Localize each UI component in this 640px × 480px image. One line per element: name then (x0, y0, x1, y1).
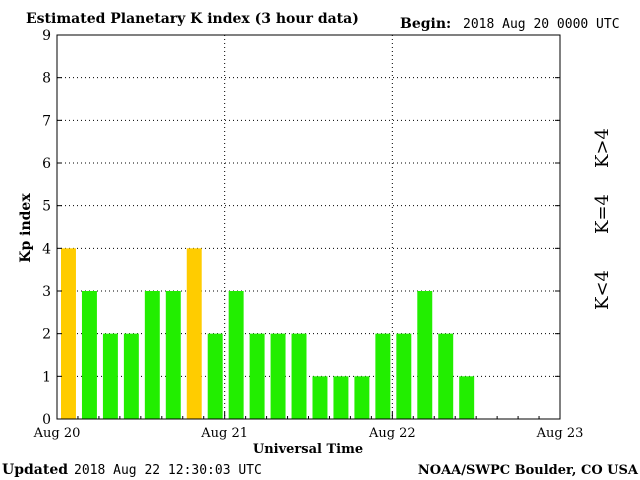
y-tick-label: 8 (42, 71, 51, 87)
begin-value: 2018 Aug 20 0000 UTC (463, 17, 620, 32)
kp-bar (417, 291, 433, 419)
kp-bar (438, 333, 454, 419)
kp-bar (207, 333, 223, 419)
y-tick-label: 1 (42, 369, 51, 385)
y-tick-label: 6 (42, 156, 51, 172)
kp-bar (375, 333, 391, 419)
kp-bar (249, 333, 265, 419)
kp-bar (144, 291, 160, 419)
kp-bar (102, 333, 118, 419)
x-tick-label: Aug 20 (33, 426, 81, 441)
kp-bar (291, 333, 307, 419)
kp-bar (186, 248, 202, 419)
kp-bar (123, 333, 139, 419)
updated-label: Updated (2, 462, 68, 478)
legend-k-equal-4: K=4 (592, 194, 613, 234)
y-tick-label: 7 (42, 113, 51, 129)
x-tick-label: Aug 22 (368, 426, 416, 441)
kp-bar (165, 291, 181, 419)
kp-bar (81, 291, 97, 419)
legend-k-less-4: K<4 (592, 270, 613, 310)
x-axis-label: Universal Time (253, 442, 363, 457)
kp-bar (459, 376, 475, 419)
kp-bar (61, 248, 76, 419)
updated-value: 2018 Aug 22 12:30:03 UTC (74, 463, 262, 478)
kp-bar (312, 376, 328, 419)
kp-bar (270, 333, 286, 419)
y-axis-label: Kp index (18, 193, 34, 263)
y-tick-label: 0 (42, 412, 51, 428)
kp-bar (228, 291, 244, 419)
plot-background (57, 35, 560, 419)
kp-bar (396, 333, 412, 419)
begin-label: Begin: (400, 16, 451, 32)
y-tick-label: 3 (42, 284, 51, 300)
y-tick-label: 9 (42, 28, 51, 44)
x-tick-label: Aug 23 (536, 426, 584, 441)
y-tick-label: 4 (42, 241, 51, 257)
chart-title: Estimated Planetary K index (3 hour data… (26, 11, 359, 27)
kp-bar (354, 376, 370, 419)
y-tick-label: 2 (42, 327, 51, 343)
source-credit: NOAA/SWPC Boulder, CO USA (418, 463, 639, 478)
x-tick-label: Aug 21 (200, 426, 248, 441)
kp-bar (333, 376, 349, 419)
y-tick-label: 5 (42, 199, 51, 215)
plot-area: 0 1 2 3 4 5 6 7 8 9 Aug 20 Aug 21 Aug 22 Aug 23 (33, 28, 584, 441)
legend-k-greater-4: K>4 (592, 128, 613, 168)
